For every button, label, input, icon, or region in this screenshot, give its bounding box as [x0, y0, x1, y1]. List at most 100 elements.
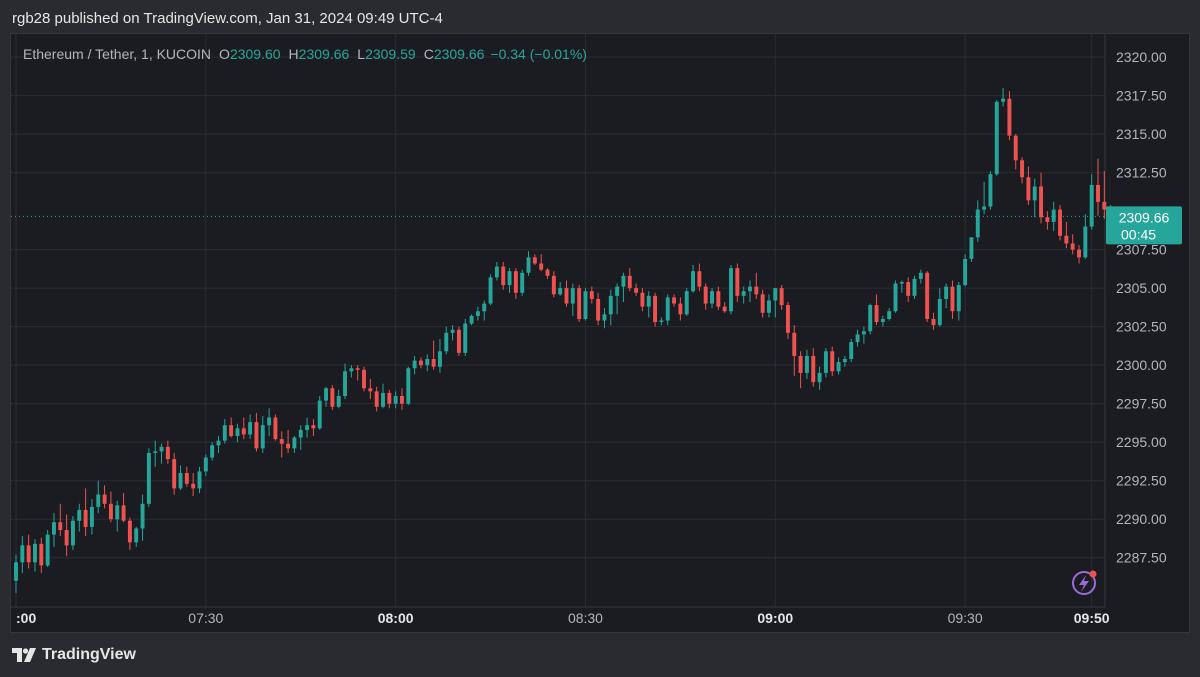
candle — [608, 289, 613, 326]
candle-body — [121, 505, 126, 521]
candle — [767, 294, 771, 318]
legend-open-value: 2309.60 — [230, 46, 281, 62]
candle-body — [1013, 135, 1018, 161]
candle — [520, 269, 525, 296]
candle — [583, 288, 588, 321]
candle — [222, 419, 227, 444]
candle-body — [994, 101, 999, 175]
candle — [406, 366, 411, 406]
candle — [20, 536, 25, 574]
candle-body — [1064, 235, 1069, 244]
price-tag-box — [1106, 206, 1182, 245]
candle-body — [779, 288, 784, 306]
candle-body — [545, 269, 550, 276]
candle — [1083, 214, 1088, 259]
footer-brand[interactable]: TradingView — [12, 646, 136, 664]
price-tag-countdown: 00:45 — [1121, 226, 1156, 242]
candle — [96, 480, 101, 514]
candle — [450, 325, 455, 341]
candle — [108, 491, 113, 523]
candle-body — [241, 428, 246, 435]
candle-body — [735, 268, 740, 296]
candle — [127, 517, 132, 551]
candle-body — [513, 271, 518, 293]
candle — [146, 448, 151, 507]
candle-body — [855, 334, 860, 343]
candle — [729, 265, 733, 315]
candle — [444, 326, 449, 355]
candle — [45, 529, 50, 567]
candle-body — [134, 528, 139, 543]
candle-body — [77, 509, 82, 521]
candle — [1045, 211, 1050, 230]
candle — [418, 357, 423, 369]
candle — [545, 268, 550, 279]
candle — [684, 288, 689, 316]
candle-body — [1039, 186, 1044, 218]
candle — [621, 272, 626, 303]
candle-body — [418, 360, 423, 366]
candlestick-chart[interactable]: 2320.00 2317.50 2315.00 2312.50 2307.50 2305.… — [11, 34, 1189, 632]
candle — [330, 385, 335, 410]
candle — [89, 499, 94, 535]
candle-body — [792, 332, 797, 356]
candle — [191, 472, 196, 497]
candle — [906, 277, 911, 303]
candle-body — [804, 355, 809, 373]
candle-body — [355, 368, 360, 370]
candle-body — [1058, 209, 1062, 236]
legend-high-label: H — [289, 46, 299, 62]
candle-body — [108, 503, 113, 520]
candle — [1026, 166, 1031, 205]
candle — [425, 354, 430, 372]
y-tick-label: 2302.50 — [1116, 319, 1167, 335]
candle-body — [583, 291, 588, 319]
candle — [494, 261, 499, 281]
legend-close-value: 2309.66 — [434, 46, 485, 62]
candle-body — [912, 278, 917, 296]
candle — [899, 280, 904, 293]
candle-body — [716, 291, 721, 307]
legend-line: Ethereum / Tether, 1, KUCOIN O2309.60 H 230… — [23, 46, 587, 62]
candle — [653, 292, 658, 327]
x-tick-label: 09:50 — [1074, 610, 1110, 626]
candle-body — [874, 305, 879, 323]
candle-body — [1089, 184, 1094, 227]
candle-body — [798, 355, 803, 373]
candle-body — [216, 440, 221, 446]
candle — [437, 338, 442, 373]
candle — [412, 355, 417, 375]
candle — [336, 389, 341, 409]
candle-body — [387, 392, 392, 404]
candle-body — [456, 329, 461, 353]
candle — [1064, 221, 1069, 249]
candle — [241, 417, 246, 440]
candle-body — [324, 388, 329, 401]
candle-body — [317, 400, 322, 429]
candle-body — [349, 368, 354, 372]
candle — [1020, 157, 1025, 184]
candle-body — [494, 266, 499, 278]
candle — [475, 306, 480, 321]
chart-panel[interactable]: 2320.00 2317.50 2315.00 2312.50 2307.50 2305.… — [10, 33, 1190, 633]
candle — [273, 414, 278, 441]
candle — [925, 271, 930, 323]
candle-body — [444, 332, 449, 352]
candle — [887, 308, 892, 321]
candle-body — [741, 291, 746, 296]
candle — [248, 414, 253, 440]
candle-body — [785, 305, 790, 333]
candle-body — [602, 314, 607, 321]
legend-change: −0.34 (−0.01%) — [490, 46, 587, 62]
y-tick-label: 2315.00 — [1116, 126, 1167, 142]
legend-open-label: O — [219, 46, 230, 62]
candle-body — [969, 237, 974, 259]
candle — [602, 308, 607, 329]
legend-symbol: Ethereum / Tether, 1, KUCOIN — [23, 46, 211, 62]
y-tick-label: 2312.50 — [1116, 165, 1167, 181]
candle-body — [311, 425, 316, 429]
candle-body — [191, 483, 196, 489]
candle — [115, 500, 120, 532]
candle-body — [1083, 226, 1088, 258]
candle-body — [159, 446, 164, 452]
